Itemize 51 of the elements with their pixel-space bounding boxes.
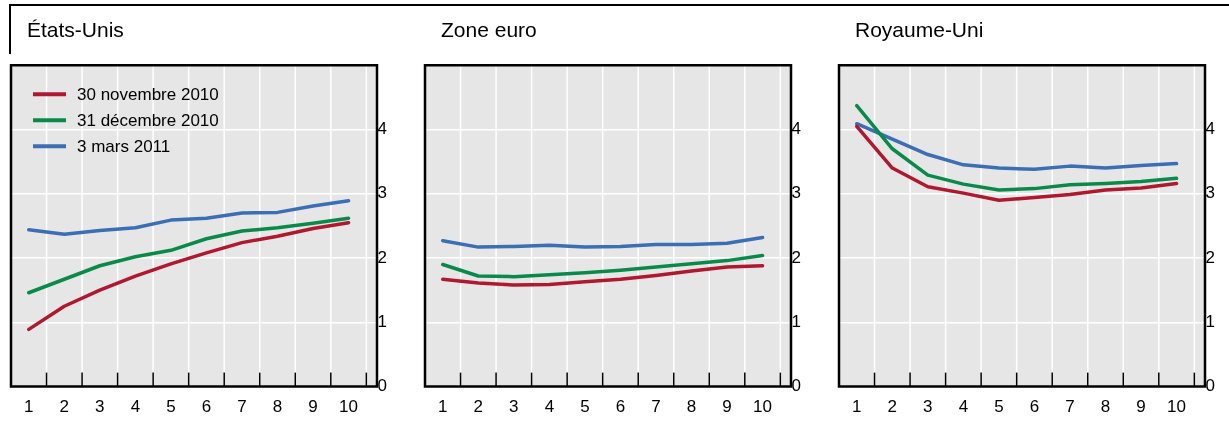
x-tick-label: 10 [1167, 397, 1187, 417]
y-tick-label: 0 [791, 376, 801, 396]
chart-title: Royaume-Uni [855, 18, 984, 42]
y-tick-label: 4 [791, 119, 801, 139]
x-tick-label: 5 [994, 397, 1004, 417]
x-tick-label: 8 [1100, 397, 1111, 417]
chart-title: Zone euro [441, 18, 537, 42]
x-tick-label: 6 [1029, 397, 1040, 417]
x-tick-label: 9 [1136, 397, 1146, 417]
y-tick-label: 0 [377, 376, 387, 396]
y-tick-label: 1 [791, 312, 801, 332]
x-tick-label: 1 [438, 397, 448, 417]
x-tick-label: 9 [308, 397, 318, 417]
x-tick-label: 3 [95, 397, 105, 417]
x-tick-label: 3 [509, 397, 519, 417]
x-tick-label: 1 [852, 397, 862, 417]
y-tick-label: 4 [1205, 119, 1215, 139]
x-tick-label: 7 [1065, 397, 1075, 417]
x-tick-label: 9 [722, 397, 732, 417]
y-tick-label: 2 [377, 247, 387, 267]
legend-label: 3 mars 2011 [77, 136, 171, 156]
x-tick-label: 10 [339, 397, 359, 417]
y-tick-label: 2 [791, 247, 801, 267]
x-tick-label: 8 [272, 397, 283, 417]
y-tick-label: 3 [1205, 183, 1215, 203]
y-tick-label: 4 [377, 119, 387, 139]
x-tick-label: 2 [473, 397, 484, 417]
x-tick-label: 5 [166, 397, 176, 417]
x-tick-label: 1 [24, 397, 34, 417]
x-tick-label: 4 [130, 397, 141, 417]
x-tick-label: 2 [59, 397, 70, 417]
x-tick-label: 3 [923, 397, 933, 417]
x-tick-label: 2 [887, 397, 898, 417]
y-tick-label: 3 [791, 183, 801, 203]
x-tick-label: 4 [958, 397, 969, 417]
y-tick-label: 1 [377, 312, 387, 332]
x-tick-label: 6 [201, 397, 212, 417]
x-tick-label: 10 [753, 397, 773, 417]
y-tick-label: 1 [1205, 312, 1215, 332]
y-tick-label: 2 [1205, 247, 1215, 267]
legend-label: 30 novembre 2010 [77, 84, 219, 104]
x-tick-label: 7 [237, 397, 247, 417]
legend-label: 31 décembre 2010 [77, 110, 219, 130]
x-tick-label: 6 [615, 397, 626, 417]
y-tick-label: 3 [377, 183, 387, 203]
x-tick-label: 7 [651, 397, 661, 417]
x-tick-label: 8 [686, 397, 697, 417]
chart-title: États-Unis [27, 18, 124, 42]
x-tick-label: 4 [544, 397, 555, 417]
y-tick-label: 0 [1205, 376, 1215, 396]
x-tick-label: 5 [580, 397, 590, 417]
